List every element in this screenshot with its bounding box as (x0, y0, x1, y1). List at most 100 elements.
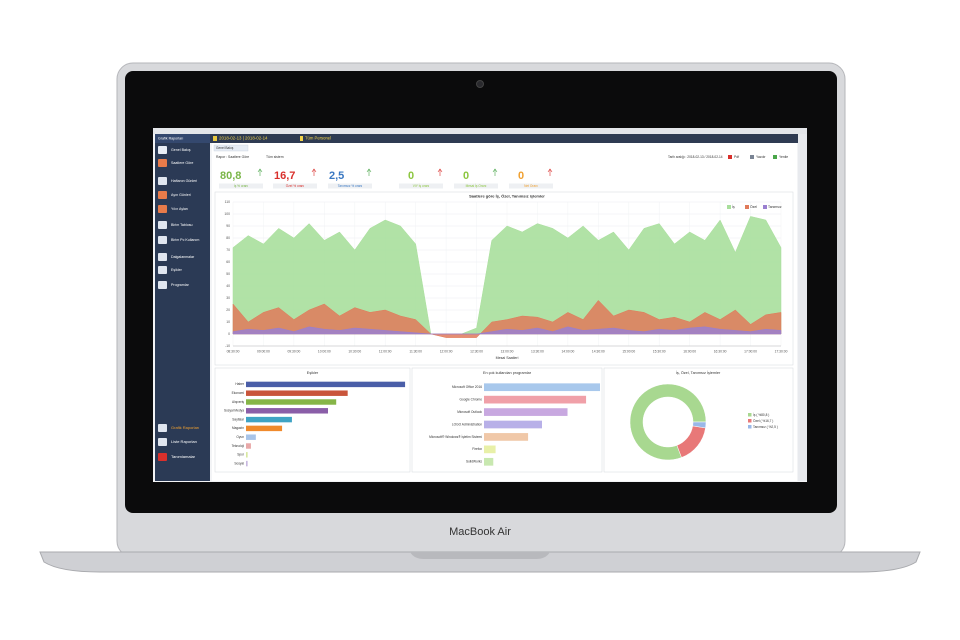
toolbar-button-icon[interactable] (773, 155, 777, 159)
bar (246, 452, 248, 458)
x-tick-label: 10:30:00 (348, 349, 361, 353)
legend-label: İş ( %80,8 ) (753, 412, 769, 417)
bottom-menu-item[interactable]: Grafik Raporları (171, 425, 199, 430)
menu-item[interactable]: Birim Tablosu (171, 223, 193, 227)
menu-icon (158, 159, 167, 167)
menu-item[interactable]: Saatlere Göre (171, 161, 193, 165)
category-label: Oyun (236, 435, 244, 439)
toolbar-button[interactable]: Pdf (734, 155, 739, 159)
kpi-label: Net Oranı (524, 184, 538, 188)
tab[interactable] (213, 144, 249, 152)
kpi-arrow (366, 168, 372, 176)
bar (246, 434, 256, 440)
legend-swatch (727, 205, 731, 209)
y-tick-label: 50 (226, 272, 230, 276)
category-label: Google Chrome (459, 397, 482, 401)
x-tick-label: 17:30:00 (775, 349, 788, 353)
bottom-menu-icon (158, 453, 167, 461)
legend-label: Tanımsız (768, 205, 782, 209)
menu-item[interactable]: Dalgalanmalar (171, 255, 195, 259)
bar (246, 443, 251, 449)
kpi-label-box (454, 183, 498, 189)
kpi-label: VIY İş oranı (413, 183, 430, 188)
x-tick-label: 13:30:00 (531, 349, 544, 353)
toolbar-button-icon[interactable] (728, 155, 732, 159)
chart-title: En çok kullanılan programlar (483, 371, 532, 375)
donut-slice (629, 383, 707, 461)
bar (484, 395, 587, 404)
kpi-label-box (219, 183, 263, 189)
y-tick-label: -10 (225, 344, 230, 348)
category-label: Sosyal (234, 461, 244, 465)
x-axis-label: Mesai Saatleri (496, 356, 519, 360)
x-tick-label: 11:30:00 (409, 349, 422, 353)
menu-icon (158, 281, 167, 289)
kpi-label-box (328, 183, 372, 189)
kpi-arrow (311, 168, 317, 176)
category-label: LOGO Administration (452, 422, 482, 426)
tab-label[interactable]: Genel Bakış (216, 146, 234, 150)
bar (484, 445, 496, 454)
y-tick-label: 100 (224, 212, 230, 216)
bar (246, 399, 337, 405)
x-tick-label: 13:00:00 (501, 349, 514, 353)
area-series (232, 300, 782, 338)
kpi-value: 2,5 (329, 170, 344, 182)
menu-item[interactable]: Yılın Ayları (171, 207, 188, 211)
y-tick-label: 70 (226, 248, 230, 252)
sidebar-header (155, 134, 210, 143)
bottom-menu-item[interactable]: Liste Raporları (171, 439, 197, 444)
legend-label: Özel (750, 205, 757, 209)
category-label: Sayfalar (232, 417, 245, 421)
menu-item[interactable]: Ayın Günleri (171, 193, 191, 197)
x-tick-label: 16:00:00 (683, 349, 696, 353)
category-label: Teknoloji (232, 444, 245, 448)
kpi-label: Mesai İş Oranı (466, 183, 487, 188)
bar (484, 433, 529, 441)
menu-icon (158, 236, 167, 244)
toolbar-button[interactable]: Yenile (779, 155, 788, 159)
laptop-base (39, 551, 921, 573)
chart-title: İş, Özel, Tanımsız İşlemler (676, 370, 721, 375)
menu-icon (158, 253, 167, 261)
menu-item[interactable]: Haftanın Günleri (171, 179, 197, 183)
menu-item[interactable]: Genel Bakış (171, 148, 191, 152)
x-tick-label: 09:00:00 (257, 349, 270, 353)
legend-swatch (748, 413, 752, 417)
toolbar-button[interactable]: Yazdır (756, 155, 766, 159)
bar (246, 425, 283, 432)
kpi-arrow (437, 168, 443, 176)
kpi-label: Tanımsız % oranı (338, 184, 363, 188)
toolbar-scope: Tüm sistem (266, 155, 284, 159)
bar (484, 420, 542, 429)
menu-item[interactable]: Birim Pc Kullanım (171, 238, 199, 242)
x-tick-label: 12:00:00 (440, 349, 453, 353)
sidebar-title: Grafik Raporları (158, 136, 183, 140)
menu-item[interactable]: Programlar (171, 283, 190, 287)
y-tick-label: 110 (225, 200, 231, 204)
menu-item[interactable]: Eşikler (171, 268, 183, 272)
category-label: Firefox (472, 447, 482, 451)
category-label: Ekonomi (232, 391, 245, 395)
date-range: 2018-02-13 | 2018-02-14 (219, 136, 268, 141)
category-label: Microsoft Office 2016 (452, 385, 482, 389)
bar (484, 457, 494, 466)
x-tick-label: 14:00:00 (561, 349, 574, 353)
category-label: SolidWorks (466, 460, 482, 464)
bottom-menu-item[interactable]: Tanımlamalar (171, 454, 196, 459)
kpi-label-box (399, 183, 443, 189)
kpi-value: 16,7 (274, 170, 295, 182)
legend-swatch (763, 205, 767, 209)
right-panel (798, 134, 807, 481)
x-tick-label: 09:30:00 (287, 349, 300, 353)
menu-icon (158, 191, 167, 199)
y-tick-label: 30 (226, 296, 230, 300)
toolbar-button-icon[interactable] (750, 155, 754, 159)
toolbar-date: Tarih aralığı : 2018-02-13 / 2018-02-14 (668, 155, 723, 159)
base-notch (410, 552, 550, 559)
menu-icon (158, 266, 167, 274)
brand: MacBook Air (449, 526, 511, 538)
bar (484, 408, 568, 416)
